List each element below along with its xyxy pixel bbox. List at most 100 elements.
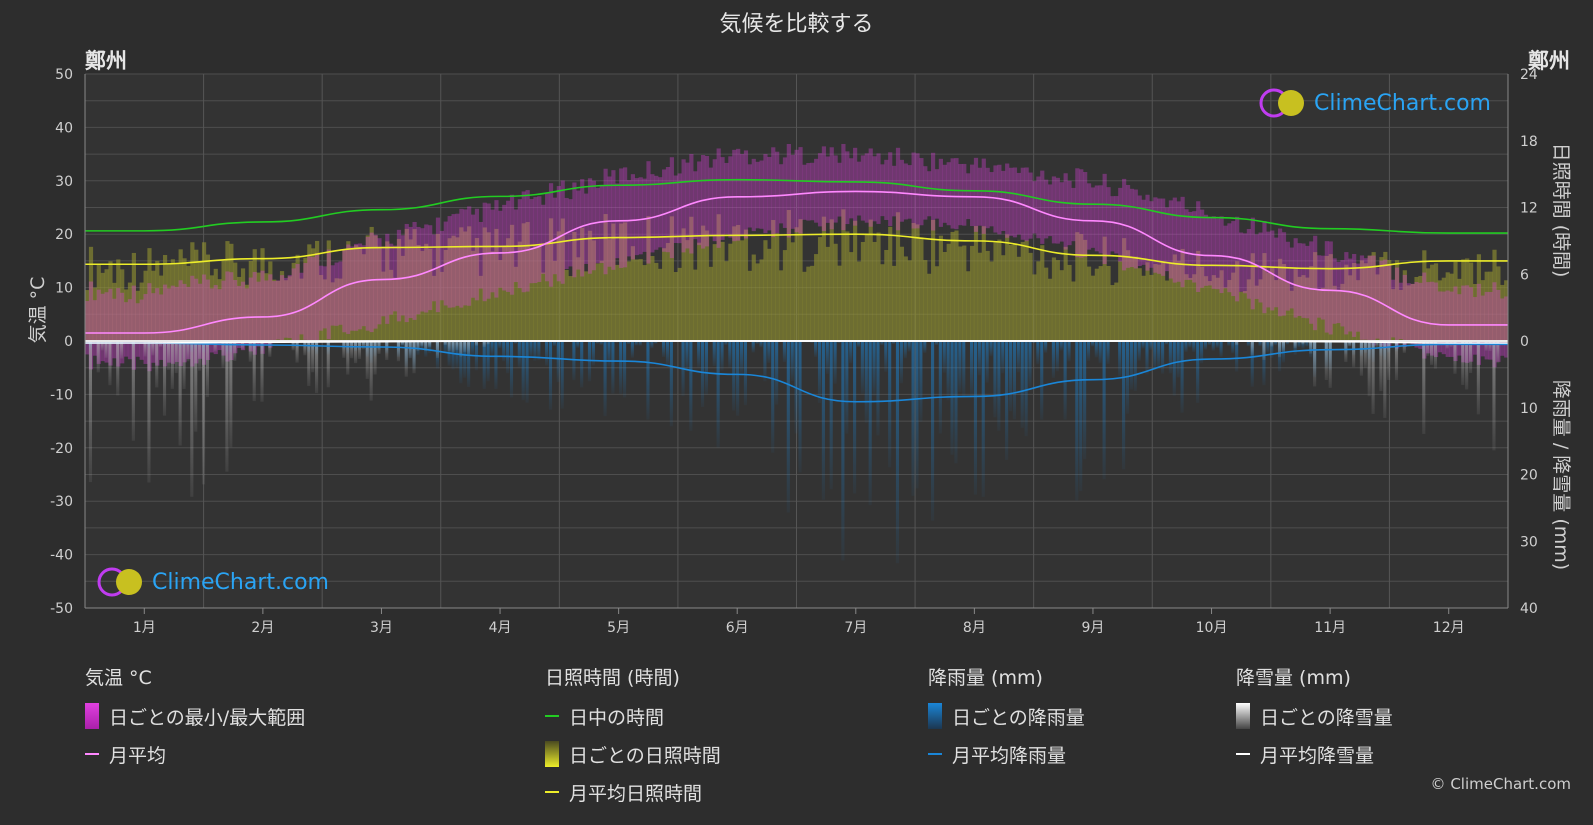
snow-day-bar xyxy=(443,341,447,346)
sunshine-day-bar xyxy=(950,231,955,341)
sunshine-day-bar xyxy=(1051,257,1057,341)
temp-range-day-bar xyxy=(159,294,164,360)
rain-day-bar xyxy=(482,341,486,389)
rain-avg-swatch xyxy=(928,753,942,755)
sunshine-day-bar xyxy=(256,272,261,341)
climate-chart: 50 40 30 20 10 0 -10 -20 -30 -40 -50 24 18 12 6 0 10 20 30… xyxy=(27,67,1572,636)
temp-avg-swatch xyxy=(85,753,99,755)
sunshine-day-bar xyxy=(938,235,943,341)
temp-range-day-bar xyxy=(650,174,655,253)
temp-range-day-bar xyxy=(700,154,706,249)
sunshine-day-bar xyxy=(155,260,160,341)
sunshine-day-bar xyxy=(248,261,253,341)
temp-range-day-bar xyxy=(1161,198,1166,276)
snow-day-bar xyxy=(1293,341,1297,349)
snow-day-bar xyxy=(221,341,225,368)
x-tick-label: 10月 xyxy=(1196,620,1228,636)
sunshine-day-bar xyxy=(724,261,729,341)
sunshine-day-bar xyxy=(470,250,476,341)
rain-day-bar xyxy=(907,341,911,352)
temp-range-day-bar xyxy=(1055,177,1060,244)
temp-range-day-bar xyxy=(895,147,901,231)
legend-temp-range: 日ごとの最小/最大範囲 xyxy=(85,703,305,729)
snow-day-bar xyxy=(1469,341,1473,373)
snow-day-bar xyxy=(1426,341,1430,356)
rain-day-bar xyxy=(1145,341,1149,375)
sunshine-day-bar xyxy=(350,248,355,341)
temp-range-day-bar xyxy=(981,158,986,234)
sunshine-day-bar xyxy=(755,263,760,341)
temp-range-day-bar xyxy=(1114,196,1119,254)
temp-range-day-bar xyxy=(431,234,437,302)
snow-day-bar xyxy=(1277,341,1282,358)
snow-day-bar xyxy=(131,341,135,441)
rain-day-bar xyxy=(1079,341,1083,492)
temp-range-day-bar xyxy=(303,263,308,340)
temp-range-day-bar xyxy=(548,183,554,287)
sunshine-day-bar xyxy=(903,256,908,341)
temp-range-day-bar xyxy=(237,285,242,348)
snow-day-bar xyxy=(435,341,439,359)
temp-range-day-bar xyxy=(802,164,807,220)
sunshine-day-bar xyxy=(837,265,842,341)
sunshine-day-bar xyxy=(942,251,947,341)
legend-snow-avg-label: 月平均降雪量 xyxy=(1260,744,1375,767)
sunshine-day-bar xyxy=(1005,234,1010,341)
sunshine-day-bar xyxy=(845,231,850,341)
rain-day-bar xyxy=(638,341,642,346)
rain-day-bar xyxy=(1005,341,1009,460)
sunshine-day-bar xyxy=(1207,281,1213,341)
temp-range-day-bar xyxy=(899,159,905,222)
temp-range-day-bar xyxy=(1067,180,1072,246)
sunshine-day-bar xyxy=(697,242,702,341)
temp-range-day-bar xyxy=(428,225,433,311)
temp-range-day-bar xyxy=(201,274,207,365)
rain-day-bar xyxy=(626,341,631,345)
sunshine-day-bar xyxy=(194,249,199,341)
rain-day-bar xyxy=(1036,341,1040,365)
sunshine-day-bar xyxy=(587,230,593,341)
temp-range-day-bar xyxy=(315,252,320,343)
y-right-top-tick-label: 24 xyxy=(1520,67,1538,83)
rain-day-bar xyxy=(1200,341,1204,364)
rain-day-bar xyxy=(934,341,939,346)
temp-range-day-bar xyxy=(1164,207,1170,272)
temp-range-swatch xyxy=(85,703,99,729)
rain-day-bar xyxy=(1266,341,1270,353)
y-right-bottom-tick-label: 20 xyxy=(1520,468,1538,484)
sunshine-day-bar xyxy=(880,264,885,341)
snow-day-bar xyxy=(166,341,170,370)
sunshine-day-bar xyxy=(658,268,663,341)
sunshine-day-bar xyxy=(1231,272,1236,341)
sunshine-day-bar xyxy=(166,264,172,341)
rain-day-bar xyxy=(950,341,954,455)
snow-day-bar xyxy=(88,341,93,483)
rain-day-bar xyxy=(1211,341,1215,351)
snow-day-bar xyxy=(361,341,365,350)
snow-day-bar xyxy=(1313,341,1317,387)
rain-day-bar xyxy=(467,341,471,388)
temp-range-day-bar xyxy=(1340,260,1345,327)
sunshine-day-bar xyxy=(806,266,811,341)
sunshine-day-bar xyxy=(1188,277,1193,341)
temp-range-day-bar xyxy=(123,302,129,357)
sunshine-day-bar xyxy=(135,290,140,341)
temp-range-day-bar xyxy=(1316,255,1322,318)
temp-range-day-bar xyxy=(556,186,561,282)
rain-day-bar xyxy=(833,341,837,384)
sunshine-day-bar xyxy=(221,260,226,341)
temp-range-day-bar xyxy=(1079,169,1084,258)
sunshine-day-bar xyxy=(646,216,651,341)
sunshine-day-bar xyxy=(1472,283,1478,341)
temp-range-day-bar xyxy=(1418,282,1423,349)
sunshine-day-bar xyxy=(233,262,238,341)
snow-day-bar xyxy=(1348,341,1352,347)
sunshine-day-bar xyxy=(287,276,292,341)
legend-temp-head: 気温 °C xyxy=(85,667,152,689)
rain-day-bar xyxy=(829,341,833,490)
rain-day-bar xyxy=(985,341,989,383)
temp-range-day-bar xyxy=(1398,282,1404,340)
snow-day-bar xyxy=(1383,341,1387,418)
sunshine-day-bar xyxy=(1426,268,1431,341)
sunshine-day-bar xyxy=(1196,250,1201,341)
